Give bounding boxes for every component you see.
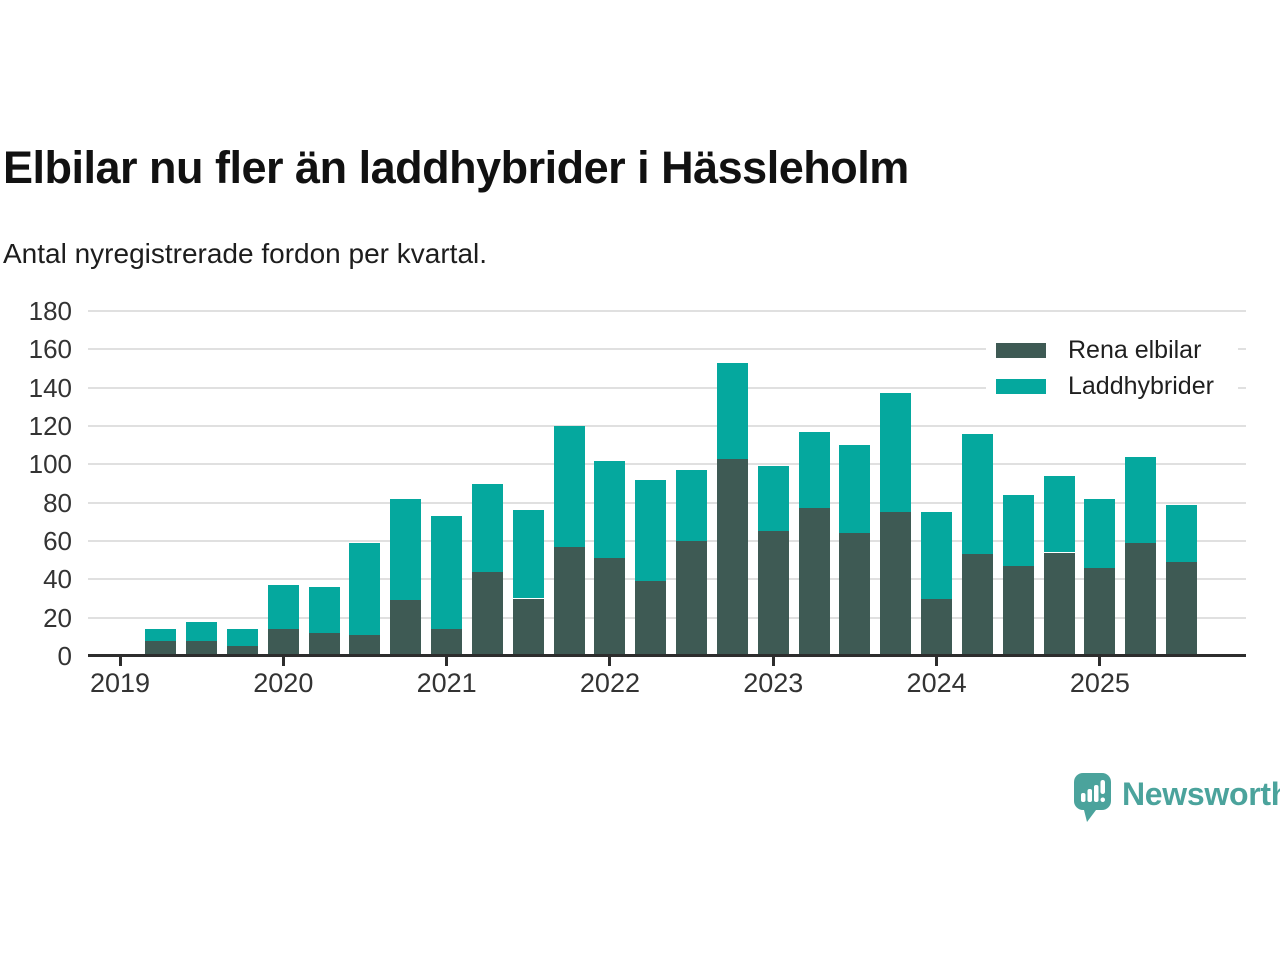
bar-segment-rena-elbilar-2023-Q3 [839, 533, 871, 656]
x-axis-tick-2020 [281, 657, 285, 666]
bar-segment-laddhybrider-2023-Q1 [757, 466, 789, 532]
bar-segment-rena-elbilar-2020-Q1 [267, 629, 299, 656]
y-axis-tick-label: 20 [43, 602, 72, 633]
bar-segment-laddhybrider-2024-Q2 [961, 433, 993, 555]
bar-segment-rena-elbilar-2021-Q3 [512, 598, 544, 656]
bar-segment-rena-elbilar-2025-Q2 [1125, 542, 1157, 656]
y-axis-tick-label: 160 [28, 334, 72, 365]
bar-segment-laddhybrider-2025-Q2 [1125, 456, 1157, 543]
legend-label-laddhybrider: Laddhybrider [1068, 371, 1214, 400]
bar-segment-rena-elbilar-2019-Q4 [226, 646, 258, 656]
legend-item-rena-elbilar: Rena elbilar [986, 333, 1238, 367]
x-axis-tick-label-2023: 2023 [743, 668, 804, 698]
bar-segment-laddhybrider-2020-Q1 [267, 585, 299, 630]
y-axis-tick-label: 180 [28, 296, 72, 326]
x-axis-tick-2022 [608, 657, 612, 666]
y-axis-tick-label: 120 [28, 411, 72, 441]
y-axis-tick-label: 0 [57, 641, 72, 671]
bar-segment-laddhybrider-2020-Q2 [308, 587, 340, 633]
bar-segment-rena-elbilar-2022-Q4 [716, 458, 748, 656]
bar-segment-rena-elbilar-2023-Q1 [757, 531, 789, 656]
page-title: Elbilar nu fler än laddhybrider i Hässle… [3, 142, 909, 193]
legend-label-rena-elbilar: Rena elbilar [1068, 335, 1202, 364]
gridline-160 [88, 348, 1246, 351]
bar-segment-laddhybrider-2019-Q4 [226, 629, 258, 647]
gridline-180 [88, 310, 1246, 312]
bar-segment-rena-elbilar-2020-Q2 [308, 633, 340, 656]
legend-swatch-rena-elbilar [996, 342, 1046, 358]
bar-segment-laddhybrider-2021-Q1 [431, 516, 463, 630]
bar-segment-laddhybrider-2022-Q3 [676, 470, 708, 541]
legend-item-laddhybrider: Laddhybrider [986, 369, 1238, 403]
bar-segment-laddhybrider-2025-Q3 [1166, 504, 1198, 563]
bar-segment-laddhybrider-2022-Q4 [716, 362, 748, 459]
gridline-80 [88, 501, 1246, 504]
bar-segment-rena-elbilar-2024-Q2 [961, 554, 993, 656]
bar-segment-rena-elbilar-2025-Q1 [1084, 567, 1116, 656]
bar-segment-laddhybrider-2022-Q1 [594, 460, 626, 559]
bar-segment-laddhybrider-2024-Q3 [1002, 495, 1034, 566]
x-axis-tick-label-2022: 2022 [579, 668, 640, 698]
x-axis-tick-2023 [771, 657, 775, 666]
bar-segment-rena-elbilar-2025-Q3 [1166, 562, 1198, 656]
bar-segment-laddhybrider-2021-Q4 [553, 426, 585, 547]
bar-segment-rena-elbilar-2019-Q2 [145, 640, 177, 656]
x-axis-tick-2019 [118, 657, 122, 666]
bar-segment-rena-elbilar-2022-Q1 [594, 558, 626, 656]
x-axis-tick-label-2024: 2024 [906, 668, 967, 698]
gridline-140 [88, 386, 1246, 389]
chart-legend: Rena elbilar Laddhybrider [986, 331, 1238, 405]
x-axis-tick-label-2019: 2019 [89, 668, 151, 698]
bar-segment-rena-elbilar-2020-Q3 [349, 634, 381, 656]
x-axis-tick-label-2021: 2021 [416, 668, 477, 698]
bar-segment-rena-elbilar-2023-Q4 [880, 512, 912, 656]
bar-segment-rena-elbilar-2023-Q2 [798, 508, 830, 656]
bar-segment-laddhybrider-2020-Q4 [390, 498, 422, 601]
y-axis-tick-label: 60 [43, 526, 72, 556]
page-subtitle: Antal nyregistrerade fordon per kvartal. [3, 238, 488, 269]
x-axis-tick-2024 [935, 657, 939, 666]
newsworthy-logo-icon [1074, 773, 1111, 822]
x-axis-tick-2025 [1098, 657, 1102, 666]
bar-segment-rena-elbilar-2019-Q3 [186, 640, 218, 656]
branding: Newsworthy [1073, 772, 1280, 824]
x-axis-tick-2021 [445, 657, 449, 666]
x-axis-line [88, 654, 1246, 657]
bar-segment-laddhybrider-2019-Q2 [145, 629, 177, 641]
bar-segment-rena-elbilar-2024-Q3 [1002, 565, 1034, 656]
bar-segment-rena-elbilar-2020-Q4 [390, 600, 422, 656]
bar-segment-laddhybrider-2024-Q4 [1043, 475, 1075, 553]
gridline-20 [88, 616, 1246, 619]
y-axis-tick-label: 100 [28, 449, 72, 480]
bar-segment-laddhybrider-2023-Q3 [839, 445, 871, 534]
y-axis-tick-label: 80 [43, 487, 72, 518]
bar-segment-laddhybrider-2023-Q2 [798, 431, 830, 509]
bar-segment-rena-elbilar-2021-Q4 [553, 546, 585, 656]
bar-segment-laddhybrider-2021-Q2 [471, 483, 503, 572]
bar-segment-rena-elbilar-2021-Q2 [471, 571, 503, 656]
x-axis-tick-label-2020: 2020 [253, 668, 314, 698]
gridline-100 [88, 463, 1246, 466]
bar-segment-laddhybrider-2021-Q3 [512, 510, 544, 599]
y-axis-tick-label: 140 [28, 372, 72, 403]
bar-segment-rena-elbilar-2024-Q4 [1043, 552, 1075, 656]
y-axis-tick-label: 40 [43, 564, 72, 595]
bar-segment-laddhybrider-2019-Q3 [186, 621, 218, 641]
x-axis-tick-label-2025: 2025 [1069, 668, 1130, 698]
bar-segment-laddhybrider-2020-Q3 [349, 542, 381, 635]
bar-segment-rena-elbilar-2022-Q3 [676, 541, 708, 656]
bar-segment-rena-elbilar-2024-Q1 [921, 598, 953, 656]
gridline-120 [88, 425, 1246, 427]
bar-segment-laddhybrider-2023-Q4 [880, 393, 912, 513]
bar-segment-laddhybrider-2025-Q1 [1084, 498, 1116, 568]
bar-segment-laddhybrider-2024-Q1 [921, 512, 953, 599]
bar-segment-rena-elbilar-2021-Q1 [431, 629, 463, 656]
gridline-40 [88, 578, 1246, 581]
legend-swatch-laddhybrider [996, 378, 1046, 394]
branding-name: Newsworthy [1122, 775, 1280, 812]
bar-segment-rena-elbilar-2022-Q2 [635, 581, 667, 656]
gridline-60 [88, 540, 1246, 542]
bar-segment-laddhybrider-2022-Q2 [635, 479, 667, 582]
